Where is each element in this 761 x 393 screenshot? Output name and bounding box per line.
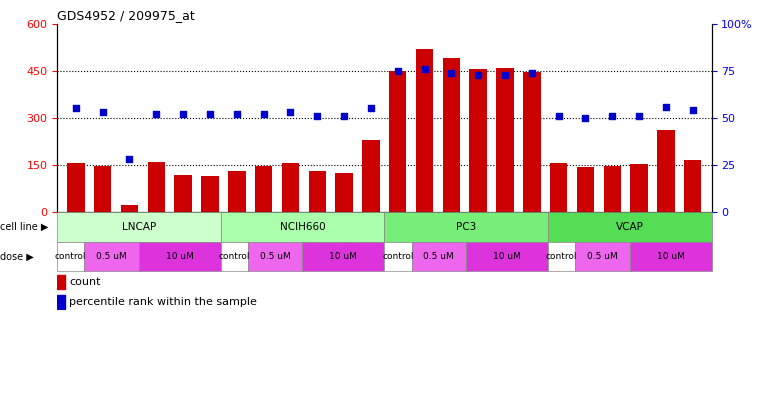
Bar <box>308 171 326 212</box>
Text: VCAP: VCAP <box>616 222 644 232</box>
Bar <box>550 163 568 212</box>
Bar <box>416 49 433 212</box>
Point <box>579 115 591 121</box>
Point <box>392 68 404 74</box>
Bar <box>577 167 594 212</box>
Point <box>97 109 109 116</box>
Text: control: control <box>382 252 414 261</box>
Text: 10 uM: 10 uM <box>330 252 358 261</box>
Point <box>150 111 162 117</box>
Bar <box>67 163 84 212</box>
Bar <box>470 69 487 212</box>
Text: 10 uM: 10 uM <box>657 252 685 261</box>
Text: PC3: PC3 <box>456 222 476 232</box>
Bar <box>384 212 548 242</box>
Text: 10 uM: 10 uM <box>493 252 521 261</box>
Text: LNCAP: LNCAP <box>122 222 156 232</box>
Bar <box>57 275 65 289</box>
Bar <box>548 212 712 242</box>
Point <box>607 113 619 119</box>
Text: GDS4952 / 209975_at: GDS4952 / 209975_at <box>57 9 195 22</box>
Bar <box>221 212 384 242</box>
Bar <box>121 205 139 212</box>
Bar <box>255 166 272 212</box>
Bar <box>658 130 675 212</box>
Bar <box>466 242 548 271</box>
Bar <box>228 171 246 212</box>
Point <box>338 113 350 119</box>
Bar <box>139 242 221 271</box>
Text: 10 uM: 10 uM <box>166 252 194 261</box>
Bar <box>57 242 84 271</box>
Point <box>419 66 431 72</box>
Point <box>660 103 672 110</box>
Bar <box>57 295 65 309</box>
Text: control: control <box>218 252 250 261</box>
Bar <box>496 68 514 212</box>
Bar <box>389 71 406 212</box>
Point <box>633 113 645 119</box>
Bar <box>443 58 460 212</box>
Point <box>445 70 457 76</box>
Bar <box>57 212 221 242</box>
Bar <box>523 72 540 212</box>
Text: dose ▶: dose ▶ <box>0 252 33 261</box>
Text: 0.5 uM: 0.5 uM <box>96 252 127 261</box>
Bar <box>94 166 111 212</box>
Bar <box>84 242 139 271</box>
Text: NCIH660: NCIH660 <box>280 222 325 232</box>
Point <box>285 109 297 116</box>
Bar <box>221 242 248 271</box>
Bar <box>148 162 165 212</box>
Bar <box>548 242 575 271</box>
Bar <box>303 242 384 271</box>
Point <box>177 111 189 117</box>
Bar <box>684 160 702 212</box>
Bar <box>575 242 630 271</box>
Bar <box>362 140 380 212</box>
Bar <box>174 175 192 212</box>
Point <box>231 111 243 117</box>
Text: cell line ▶: cell line ▶ <box>0 222 49 232</box>
Text: control: control <box>546 252 578 261</box>
Bar <box>630 242 712 271</box>
Text: 0.5 uM: 0.5 uM <box>587 252 618 261</box>
Bar <box>603 166 621 212</box>
Bar <box>384 242 412 271</box>
Point <box>526 70 538 76</box>
Point <box>257 111 269 117</box>
Text: 0.5 uM: 0.5 uM <box>260 252 291 261</box>
Point <box>123 156 135 163</box>
Point <box>70 105 82 112</box>
Point <box>365 105 377 112</box>
Point <box>686 107 699 114</box>
Bar <box>282 163 299 212</box>
Bar <box>412 242 466 271</box>
Point <box>204 111 216 117</box>
Text: count: count <box>69 277 100 287</box>
Bar <box>630 164 648 212</box>
Point <box>472 72 484 78</box>
Point <box>311 113 323 119</box>
Bar <box>201 176 218 212</box>
Bar <box>248 242 303 271</box>
Text: control: control <box>55 252 87 261</box>
Text: 0.5 uM: 0.5 uM <box>423 252 454 261</box>
Bar <box>336 173 353 212</box>
Text: percentile rank within the sample: percentile rank within the sample <box>69 297 257 307</box>
Point <box>552 113 565 119</box>
Point <box>499 72 511 78</box>
